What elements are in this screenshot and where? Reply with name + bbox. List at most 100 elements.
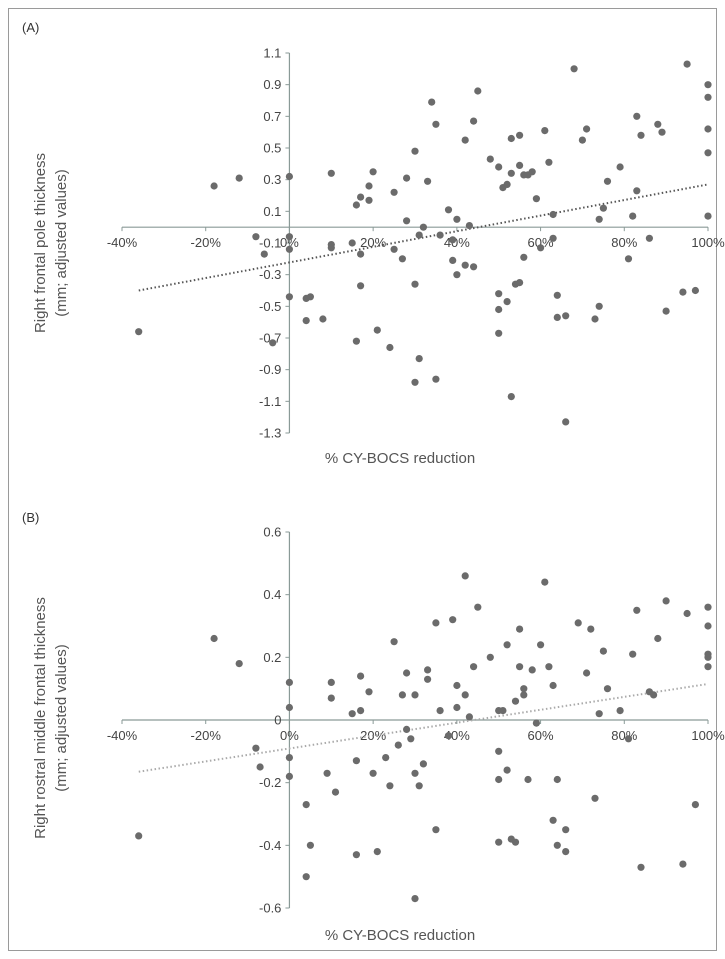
panel-b-data-point <box>616 707 624 715</box>
panel-a-data-point <box>603 177 612 185</box>
panel-a-data-point <box>633 112 641 120</box>
panel-a-data-point <box>357 282 365 290</box>
panel-b-data-point <box>461 691 469 699</box>
panel-a-data-point <box>285 172 293 181</box>
panel-b-x-axis-title: % CY-BOCS reduction <box>325 927 475 944</box>
panel-b-data-point <box>285 678 293 687</box>
panel-a-data-point <box>365 182 373 190</box>
panel-a-x-axis-title: % CY-BOCS reduction <box>325 450 475 467</box>
panel-b-data-point <box>503 766 511 774</box>
panel-b-data-point <box>411 895 419 903</box>
panel-a-data-point <box>654 120 662 128</box>
panel-b-data-point <box>415 782 423 790</box>
panel-a-data-point <box>495 305 503 314</box>
panel-a-data-point <box>516 279 524 287</box>
panel-a-data-point <box>444 206 453 214</box>
panel-a-data-point <box>633 187 641 195</box>
panel-b-data-point <box>474 603 482 611</box>
panel-a-data-point <box>424 177 432 185</box>
panel-a-data-point <box>319 315 327 323</box>
panel-b-data-point <box>252 744 260 752</box>
panel-b-data-point <box>352 851 360 859</box>
panel-b-data-point <box>382 754 390 762</box>
panel-a-data-point <box>411 280 419 288</box>
panel-a-y-tick-label: -0.9 <box>259 362 281 377</box>
panel-a-data-point <box>352 337 360 345</box>
panel-a: (A) 1.10.90.70.50.30.1-0.1-0.3-0.5-0.7-0… <box>22 20 725 467</box>
panel-a-data-point <box>578 136 587 144</box>
panel-b-data-point <box>424 666 432 674</box>
panel-b-data-point <box>453 703 461 712</box>
panel-b-data-point <box>436 707 444 715</box>
panel-a-data-point <box>411 147 419 155</box>
panel-a-data-point <box>503 298 511 306</box>
panel-b-data-point <box>599 647 608 655</box>
panel-b-data-point <box>624 735 633 743</box>
panel-b-data-point <box>424 675 432 683</box>
panel-b-data-point <box>306 841 314 849</box>
panel-a-data-point <box>541 127 549 135</box>
panel-a-data-point <box>369 168 377 176</box>
panel-a-data-point <box>285 293 293 301</box>
panel-a-x-tick-label: -40% <box>107 235 138 250</box>
panel-a-data-point <box>373 326 381 334</box>
panel-b-data-point <box>704 603 712 611</box>
panel-b-y-tick-label: -0.6 <box>259 901 281 916</box>
panel-a-data-point <box>357 250 365 258</box>
panel-b-data-point <box>603 685 612 693</box>
panel-b-data-point <box>357 707 365 715</box>
panel-b-data-point <box>403 669 411 677</box>
panel-a-data-point <box>516 161 524 169</box>
panel-b-data-point <box>532 719 541 727</box>
panel-b-data-point <box>495 747 503 755</box>
panel-b-data-point <box>432 619 440 627</box>
panel-b-data-point <box>583 669 591 677</box>
panel-a-data-point <box>453 271 461 279</box>
panel-b-y-tick-label: 0 <box>274 713 281 728</box>
panel-b-data-point <box>432 826 440 834</box>
panel-a-data-point <box>365 196 373 204</box>
panel-b-data-point <box>453 681 461 690</box>
panel-a-data-point <box>432 375 440 383</box>
panel-b-data-point <box>135 832 143 840</box>
panel-a-data-point <box>403 217 411 225</box>
panel-b-data-point <box>503 641 511 649</box>
panel-a-data-point <box>285 233 293 241</box>
panel-b-data-point <box>256 763 264 771</box>
panel-b-data-point <box>704 622 712 630</box>
panel-b-data-point <box>704 653 712 661</box>
panel-b-data-point <box>235 660 243 668</box>
panel-a-y-tick-label: -0.5 <box>259 299 281 314</box>
panel-a-data-point <box>704 81 712 89</box>
panel-a-data-point <box>357 193 365 201</box>
panel-b-data-point <box>357 672 365 680</box>
panel-a-x-tick-label: 60% <box>528 235 554 250</box>
panel-a-data-point <box>306 293 314 301</box>
panel-b-data-point <box>373 848 381 856</box>
panel-b-y-tick-label: 0.2 <box>263 650 281 665</box>
panel-b-data-point <box>302 873 310 881</box>
panel-a-data-point <box>260 250 268 258</box>
panel-a-data-point <box>683 60 691 68</box>
panel-a-trendline <box>138 183 709 292</box>
panel-a-data-point <box>285 245 293 253</box>
panel-a-data-point <box>704 212 712 220</box>
panel-a-data-point <box>449 256 457 264</box>
panel-a-data-point <box>449 236 457 244</box>
panel-a-y-tick-label: -1.3 <box>259 426 281 441</box>
panel-b-data-point <box>285 772 293 781</box>
panel-a-data-point <box>679 288 687 296</box>
panel-b-data-point <box>461 572 469 580</box>
panel-b-data-point <box>683 609 691 618</box>
panel-b-data-point <box>691 801 700 809</box>
panel-a-data-point <box>461 261 469 269</box>
panel-b-data-point <box>654 634 662 643</box>
panel-b-data-point <box>352 757 360 765</box>
panel-b-data-point <box>511 697 520 705</box>
panel-b-x-tick-label: -20% <box>191 728 222 743</box>
panel-b-data-point <box>327 694 335 702</box>
panel-a-data-point <box>235 174 243 182</box>
panel-b-data-point <box>398 691 406 699</box>
panel-b-data-point <box>637 863 645 871</box>
panel-b-data-point <box>541 578 549 586</box>
